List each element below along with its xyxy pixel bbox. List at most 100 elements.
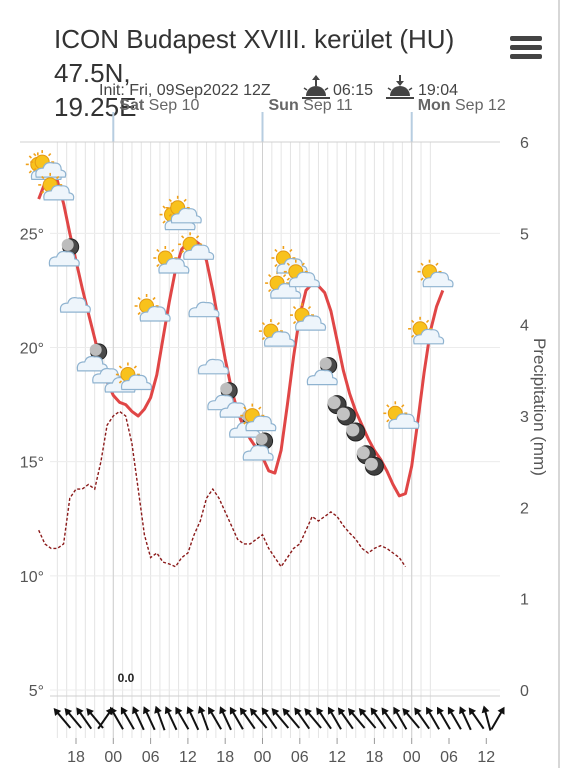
wind-arrow bbox=[459, 706, 472, 731]
wind-arrow bbox=[110, 706, 124, 730]
sun-ray bbox=[401, 404, 405, 408]
cloud-shape bbox=[295, 315, 327, 331]
title-line-2: 19.25E bbox=[54, 92, 137, 122]
left-axis: 5° 10° 15° 20° 25° bbox=[20, 226, 44, 700]
wind-arrow-head bbox=[219, 706, 227, 715]
wind-arrow-head bbox=[132, 706, 140, 715]
wind-arrow-head bbox=[239, 707, 248, 716]
x-tick-label: 06 bbox=[440, 749, 458, 766]
sun-ray bbox=[48, 153, 52, 157]
x-axis: 18 00 06 12 18 00 06 12 18 00 06 12 bbox=[67, 738, 495, 766]
cloud-shape bbox=[197, 358, 229, 375]
right-tick-label: 6 bbox=[520, 135, 529, 152]
wind-arrow bbox=[64, 708, 83, 729]
wind-arrow bbox=[490, 706, 505, 730]
moon-icon bbox=[336, 406, 356, 426]
sun-ray bbox=[420, 277, 424, 281]
wind-arrow bbox=[219, 706, 232, 731]
wind-arrow-head bbox=[328, 706, 335, 715]
sun-ray bbox=[292, 320, 297, 325]
wind-arrow-head bbox=[414, 707, 422, 716]
wind-arrow bbox=[481, 705, 492, 731]
wind-arrow-head bbox=[64, 708, 73, 716]
partly-sunny-icon bbox=[258, 319, 295, 347]
wind-arrow bbox=[328, 706, 342, 730]
partly-sunny-icon bbox=[290, 303, 327, 331]
sun-ray bbox=[156, 263, 160, 268]
wind-arrow bbox=[132, 706, 145, 731]
wind-arrow bbox=[294, 707, 311, 730]
wind-arrow bbox=[304, 708, 322, 729]
wind-arrow-head bbox=[294, 707, 302, 716]
partly-sunny-icon bbox=[417, 259, 454, 288]
wind-arrow-head bbox=[447, 706, 455, 715]
sun-ray bbox=[411, 334, 415, 338]
cloud-icon bbox=[197, 358, 229, 375]
wind-arrow bbox=[347, 708, 366, 729]
cloud-shape bbox=[158, 257, 190, 274]
right-tick-label: 0 bbox=[520, 683, 529, 700]
left-tick-label: 20° bbox=[20, 341, 44, 358]
left-tick-label: 25° bbox=[20, 226, 44, 243]
moon-icon bbox=[346, 422, 366, 442]
wind-arrow-head bbox=[481, 705, 490, 714]
sun-ray bbox=[183, 198, 187, 202]
moon-highlight bbox=[319, 357, 332, 370]
temperature-line bbox=[37, 172, 445, 498]
moon-icon bbox=[327, 395, 347, 415]
sun-ray bbox=[168, 213, 172, 217]
wind-arrow-head bbox=[154, 705, 162, 714]
wind-arrow-head bbox=[370, 707, 378, 716]
sun-ray bbox=[41, 175, 45, 180]
wind-arrow-head bbox=[53, 708, 62, 716]
wind-arrow-head bbox=[337, 707, 346, 716]
wind-arrow-head bbox=[347, 708, 356, 716]
left-tick-label: 10° bbox=[20, 569, 44, 586]
wind-arrow-head bbox=[304, 708, 312, 716]
sun-ray bbox=[28, 155, 32, 159]
wind-arrow-head bbox=[468, 707, 477, 716]
cloud-shape bbox=[48, 250, 80, 267]
partly-sunny-icon bbox=[283, 259, 320, 288]
sun-ray bbox=[181, 250, 185, 254]
cloud-shape bbox=[59, 297, 91, 313]
wind-arrow-head bbox=[459, 706, 467, 715]
wind-row bbox=[50, 695, 505, 731]
wind-arrow-head bbox=[120, 706, 128, 715]
precipitation-axis-label: Precipitation (mm) bbox=[530, 338, 549, 476]
sun-ray bbox=[435, 262, 439, 266]
partly-sunny-icon bbox=[153, 246, 190, 274]
sun-ray bbox=[386, 404, 390, 408]
sun-ray bbox=[28, 170, 32, 174]
sun-ray bbox=[56, 175, 60, 180]
right-tick-label: 5 bbox=[520, 226, 529, 243]
cloud-shape bbox=[242, 444, 274, 461]
wind-arrow-head bbox=[186, 706, 194, 715]
x-tick-label: 00 bbox=[403, 749, 421, 766]
sun-ray bbox=[286, 277, 290, 281]
wind-arrow bbox=[229, 706, 244, 730]
sun-ray bbox=[420, 262, 424, 266]
sun-ray bbox=[118, 365, 123, 369]
wind-arrow-head bbox=[261, 707, 269, 716]
wind-arrow-head bbox=[437, 706, 444, 715]
sun-ray bbox=[268, 274, 272, 278]
wind-arrow bbox=[447, 706, 462, 730]
sun-ray bbox=[307, 306, 312, 310]
x-tick-label: 18 bbox=[366, 749, 384, 766]
wind-arrow bbox=[414, 707, 430, 730]
sun-ray bbox=[162, 220, 166, 224]
right-tick-label: 1 bbox=[520, 592, 529, 609]
sun-ray bbox=[41, 190, 45, 194]
wind-arrow-head bbox=[164, 706, 173, 715]
x-tick-label: 18 bbox=[67, 749, 85, 766]
partly-sunny-icon bbox=[383, 401, 420, 429]
left-tick-label: 5° bbox=[29, 683, 44, 700]
wind-arrow-head bbox=[249, 708, 258, 716]
cloud-shape bbox=[263, 331, 295, 347]
x-tick-label: 12 bbox=[328, 749, 346, 766]
hamburger-menu-icon[interactable] bbox=[510, 36, 542, 62]
wind-arrow bbox=[249, 708, 268, 729]
partly-sunny-icon bbox=[240, 403, 277, 432]
